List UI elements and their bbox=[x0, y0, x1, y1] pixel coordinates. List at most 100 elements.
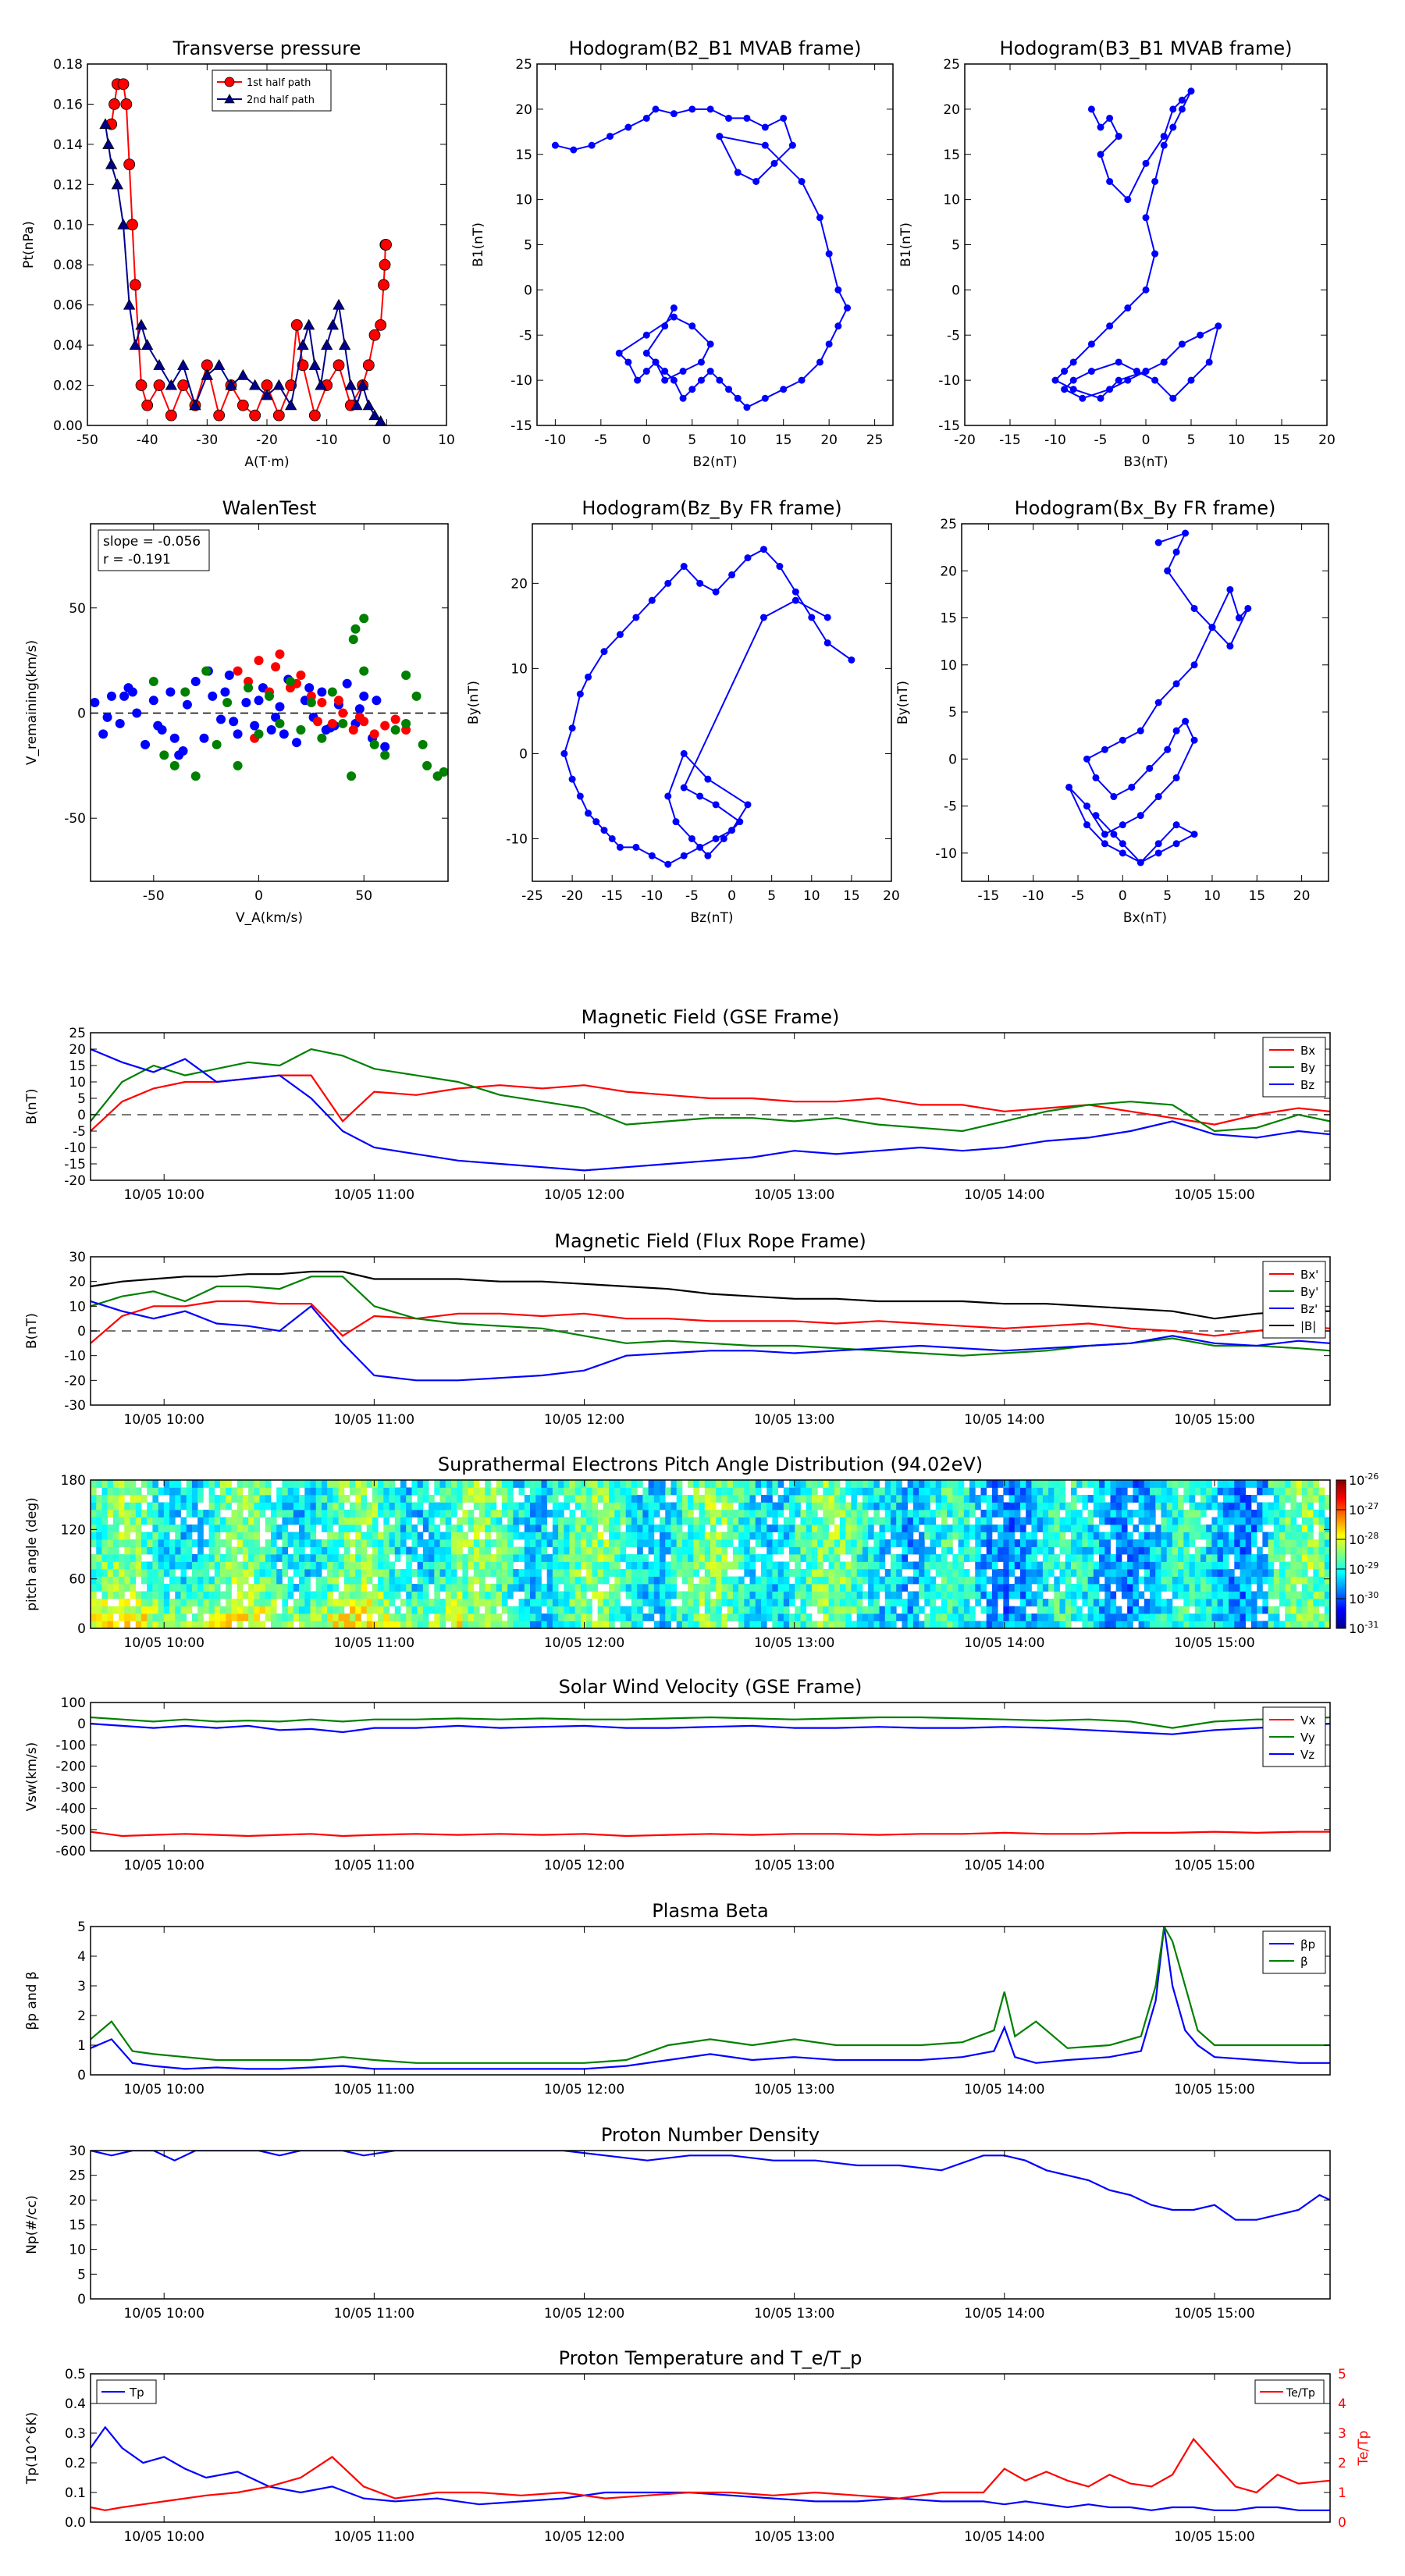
heatmap-cell bbox=[704, 1576, 711, 1585]
heatmap-cell bbox=[862, 1517, 869, 1525]
heatmap-cell bbox=[1110, 1517, 1117, 1525]
heatmap-cell bbox=[1324, 1614, 1331, 1621]
heatmap-cell bbox=[688, 1599, 694, 1606]
data-point bbox=[634, 376, 642, 384]
data-point bbox=[780, 114, 788, 122]
heatmap-cell bbox=[817, 1554, 823, 1562]
heatmap-cell bbox=[1031, 1539, 1038, 1547]
heatmap-cell bbox=[321, 1480, 328, 1488]
heatmap-cell bbox=[1324, 1561, 1331, 1570]
heatmap-cell bbox=[197, 1510, 204, 1517]
heatmap-cell bbox=[1279, 1480, 1286, 1488]
heatmap-cell bbox=[1110, 1532, 1117, 1540]
heatmap-cell bbox=[1031, 1502, 1038, 1510]
data-point bbox=[275, 649, 285, 660]
heatmap-cell bbox=[1003, 1614, 1009, 1621]
heatmap-cell bbox=[343, 1546, 350, 1555]
data-point bbox=[279, 729, 289, 739]
heatmap-cell bbox=[422, 1487, 429, 1496]
heatmap-cell bbox=[1155, 1576, 1161, 1585]
heatmap-cell bbox=[670, 1561, 678, 1570]
y-tick-label: 0.06 bbox=[53, 298, 83, 314]
heatmap-cell bbox=[248, 1606, 254, 1614]
heatmap-cell bbox=[760, 1561, 767, 1570]
heatmap-cell bbox=[760, 1517, 767, 1525]
heatmap-cell bbox=[1008, 1591, 1016, 1599]
x-tick-label: 50 bbox=[355, 888, 372, 904]
heatmap-cell bbox=[112, 1606, 119, 1614]
heatmap-cell bbox=[1229, 1517, 1235, 1525]
heatmap-cell bbox=[355, 1546, 361, 1555]
heatmap-cell bbox=[1290, 1599, 1297, 1606]
heatmap-cell bbox=[586, 1599, 592, 1606]
heatmap-cell bbox=[203, 1591, 209, 1599]
heatmap-cell bbox=[1194, 1584, 1201, 1592]
heatmap-cell bbox=[958, 1584, 965, 1592]
heatmap-cell bbox=[777, 1599, 784, 1606]
series-line-2 bbox=[91, 1048, 1330, 1172]
heatmap-cell bbox=[496, 1480, 503, 1488]
heatmap-cell bbox=[270, 1576, 277, 1585]
heatmap-cell bbox=[1273, 1539, 1280, 1547]
heatmap-cell bbox=[603, 1576, 610, 1585]
heatmap-cell bbox=[327, 1561, 333, 1570]
heatmap-cell bbox=[1110, 1599, 1117, 1606]
data-point bbox=[292, 738, 302, 748]
data-point bbox=[333, 298, 345, 310]
heatmap-cell bbox=[1121, 1539, 1128, 1547]
x-tick-label: 10/05 13:00 bbox=[754, 1412, 834, 1428]
colorbar-tick-label: 10-29 bbox=[1349, 1560, 1378, 1577]
heatmap-cell bbox=[1065, 1546, 1072, 1555]
heatmap-cell bbox=[1166, 1532, 1173, 1540]
heatmap-cell bbox=[1290, 1576, 1297, 1585]
heatmap-cell bbox=[513, 1480, 519, 1488]
heatmap-cell bbox=[1273, 1606, 1280, 1614]
heatmap-cell bbox=[1273, 1532, 1280, 1540]
heatmap-cell bbox=[1037, 1487, 1044, 1496]
x-axis-label: Bx(nT) bbox=[1123, 910, 1167, 926]
heatmap-cell bbox=[124, 1606, 130, 1614]
heatmap-cell bbox=[958, 1554, 965, 1562]
y-tick-label: 0 bbox=[524, 283, 532, 298]
heatmap-cell bbox=[597, 1495, 604, 1503]
heatmap-cell bbox=[310, 1517, 317, 1525]
data-point bbox=[568, 775, 576, 783]
heatmap-cell bbox=[947, 1480, 953, 1488]
heatmap-cell bbox=[1110, 1502, 1117, 1510]
heatmap-cell bbox=[152, 1591, 159, 1599]
heatmap-cell bbox=[941, 1599, 948, 1606]
heatmap-cell bbox=[620, 1532, 627, 1540]
data-point bbox=[725, 114, 733, 122]
heatmap-cell bbox=[254, 1584, 260, 1592]
heatmap-cell bbox=[1166, 1599, 1173, 1606]
heatmap-cell bbox=[439, 1569, 446, 1577]
heatmap-cell bbox=[1318, 1576, 1325, 1585]
heatmap-cell bbox=[1217, 1621, 1224, 1629]
heatmap-cell bbox=[642, 1584, 649, 1592]
heatmap-cell bbox=[935, 1532, 942, 1540]
heatmap-cell bbox=[721, 1576, 728, 1585]
heatmap-cell bbox=[226, 1539, 232, 1547]
heatmap-cell bbox=[1296, 1525, 1303, 1532]
y-tick-label: -10 bbox=[510, 373, 532, 389]
heatmap-cell bbox=[1059, 1539, 1066, 1547]
heatmap-cell bbox=[248, 1569, 254, 1577]
heatmap-cell bbox=[975, 1569, 981, 1577]
heatmap-cell bbox=[496, 1614, 503, 1621]
heatmap-cell bbox=[524, 1576, 531, 1585]
heatmap-cell bbox=[299, 1621, 305, 1629]
data-point bbox=[265, 691, 274, 701]
heatmap-cell bbox=[625, 1532, 632, 1540]
heatmap-cell bbox=[1144, 1546, 1151, 1555]
heatmap-cell bbox=[282, 1554, 289, 1562]
heatmap-cell bbox=[287, 1487, 294, 1496]
heatmap-cell bbox=[163, 1525, 170, 1532]
heatmap-cell bbox=[490, 1591, 497, 1599]
heatmap-cell bbox=[676, 1510, 683, 1517]
heatmap-cell bbox=[564, 1539, 570, 1547]
heatmap-cell bbox=[1285, 1606, 1291, 1614]
heatmap-cell bbox=[1189, 1487, 1196, 1496]
heatmap-cell bbox=[1014, 1546, 1021, 1555]
heatmap-cell bbox=[795, 1480, 801, 1488]
heatmap-cell bbox=[1301, 1487, 1308, 1496]
